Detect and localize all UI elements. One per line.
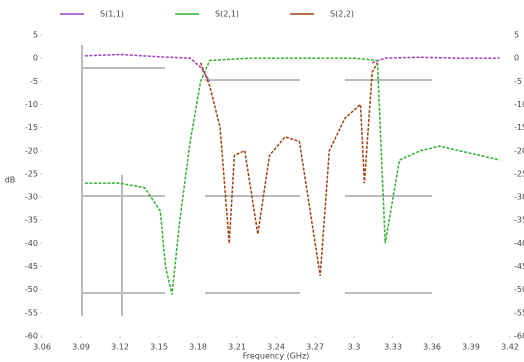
y2-tick-label: -35 — [514, 216, 524, 225]
y2-tick-label: -50 — [514, 285, 524, 294]
x-tick-label: 3.36 — [423, 343, 441, 352]
y2-tick-label: -10 — [514, 100, 524, 109]
y-tick-label: 0 — [33, 54, 38, 63]
decor-lines — [81, 45, 432, 316]
x-tick-label: 3.12 — [111, 343, 129, 352]
legend-label: S(2,2) — [330, 10, 354, 19]
y-tick-label: -55 — [25, 308, 38, 317]
x-tick-label: 3.15 — [150, 343, 168, 352]
y2-tick-label: 0 — [514, 54, 519, 63]
y2-tick-label: -45 — [514, 262, 524, 271]
legend-label: S(2,1) — [215, 10, 239, 19]
y2-tick-label: -30 — [514, 193, 524, 202]
y-axis-label: dB — [5, 176, 16, 185]
y2-tick-label: -5 — [514, 77, 522, 86]
y-tick-label: -25 — [25, 169, 38, 178]
legend-label: S(1,1) — [100, 10, 124, 19]
y-tick-label: -5 — [30, 77, 38, 86]
y-tick-label: -15 — [25, 123, 38, 132]
series-line — [84, 57, 500, 295]
y-tick-label: 5 — [33, 31, 38, 40]
x-tick-label: 3.24 — [267, 343, 285, 352]
x-tick-label: 3.21 — [228, 343, 246, 352]
y-tick-label: -20 — [25, 146, 38, 155]
y-tick-label: -30 — [25, 193, 38, 202]
series-line — [84, 53, 500, 82]
y2-tick-label: -20 — [514, 146, 524, 155]
x-axis-label: Frequency (GHz) — [243, 352, 310, 361]
x-tick-label: 3.09 — [72, 343, 90, 352]
x-tick-label: 3.3 — [348, 343, 361, 352]
y2-tick-label: 5 — [514, 31, 519, 40]
y-tick-label: -10 — [25, 100, 38, 109]
y2-tick-label: -55 — [514, 308, 524, 317]
x-tick-label: 3.42 — [501, 343, 519, 352]
y2-tick-label: -15 — [514, 123, 524, 132]
y-tick-label: -60 — [25, 332, 38, 341]
series-line — [199, 62, 379, 276]
x-tick-label: 3.06 — [33, 343, 51, 352]
y-tick-label: -35 — [25, 216, 38, 225]
y-tick-label: -50 — [25, 285, 38, 294]
x-tick-label: 3.18 — [189, 343, 207, 352]
x-tick-label: 3.39 — [462, 343, 480, 352]
y2-tick-label: -60 — [514, 332, 524, 341]
x-tick-label: 3.33 — [384, 343, 402, 352]
x-tick-label: 3.27 — [306, 343, 324, 352]
y2-tick-label: -25 — [514, 169, 524, 178]
y-tick-label: -40 — [25, 239, 38, 248]
y2-tick-label: -40 — [514, 239, 524, 248]
y-tick-label: -45 — [25, 262, 38, 271]
